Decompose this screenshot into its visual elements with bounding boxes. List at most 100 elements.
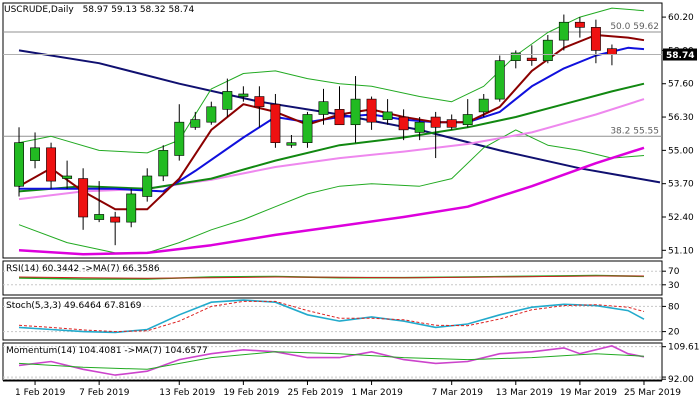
candle-body-25: [414, 121, 425, 133]
candle-body-4: [78, 178, 89, 218]
mom-title: Momentum(14) 104.4081 ->MA(7) 104.6577: [6, 346, 208, 356]
candle-28: [462, 99, 473, 128]
candle-4: [78, 168, 89, 230]
candle-13: [222, 78, 233, 118]
candle-body-33: [542, 39, 553, 61]
x-tick-label-0: 1 Feb 2019: [15, 388, 66, 398]
date-axis: 1 Feb 2019 7 Feb 2019 13 Feb 2019 19 Feb 20…: [3, 380, 681, 398]
candle-body-17: [286, 142, 297, 146]
candle-body-12: [206, 106, 217, 123]
momentum-pane: 109.6114 92.00 Momentum(14) 104.4081 ->MA(…: [2, 342, 700, 385]
rsi-title: RSI(14) 60.3442 ->MA(7) 66.3586: [6, 264, 160, 274]
chart-title: USCRUDE,Daily 58.97 59.13 58.32 58.74: [4, 5, 194, 15]
price-pane: 60.2058.9057.6056.3055.0053.7052.4051.10…: [2, 2, 697, 259]
x-tick-label-7: 13 Mar 2019: [496, 388, 553, 398]
stoch-y-tick-label-0: 80: [668, 302, 680, 312]
candle-body-27: [446, 119, 457, 128]
candle-body-19: [318, 101, 329, 115]
fib-label-1: 38.2 55.55: [610, 126, 659, 136]
candle-body-34: [558, 21, 569, 41]
candle-body-18: [302, 114, 313, 143]
candle-2: [46, 142, 57, 189]
candle-29: [478, 93, 489, 118]
candle-body-3: [62, 175, 73, 179]
last-price-tag-text: 58.74: [666, 51, 694, 61]
candle-body-26: [430, 116, 441, 128]
candle-body-29: [478, 98, 489, 113]
candle-25: [414, 117, 425, 141]
x-tick-label-9: 25 Mar 2019: [624, 388, 681, 398]
candle-12: [206, 101, 217, 125]
x-tick-label-8: 19 Mar 2019: [560, 388, 617, 398]
candle-17: [286, 134, 297, 148]
candle-31: [510, 50, 521, 69]
candle-1: [30, 132, 40, 169]
candle-30: [494, 55, 505, 102]
x-tick-label-3: 19 Feb 2019: [223, 388, 279, 398]
main-y-tick-label-2: 57.60: [668, 80, 694, 90]
candle-body-1: [30, 147, 40, 161]
candle-body-13: [222, 91, 233, 110]
candle-10: [174, 104, 185, 161]
candle-34: [558, 14, 569, 51]
x-tick-label-4: 25 Feb 2019: [287, 388, 343, 398]
rsi-pane: 70 30 RSI(14) 60.3442 ->MA(7) 66.3586: [2, 260, 680, 296]
candle-19: [318, 88, 329, 125]
main-y-tick-label-4: 55.00: [668, 146, 694, 156]
main-y-tick-label-7: 51.10: [668, 246, 694, 256]
mom-y-tick-label-2: 92.00: [668, 375, 694, 385]
candle-body-35: [574, 21, 585, 28]
candle-body-22: [366, 98, 377, 123]
candle-21: [350, 76, 361, 143]
candle-body-8: [142, 175, 153, 197]
stoch-title: Stoch(5,3,3) 49.6464 67.8169: [6, 301, 142, 311]
candle-body-14: [238, 93, 249, 97]
mom-series-1: [18, 351, 645, 370]
candle-body-21: [350, 98, 361, 126]
candle-body-36: [590, 27, 601, 51]
candle-body-30: [494, 60, 505, 100]
candle-body-20: [334, 109, 345, 126]
candle-body-37: [606, 48, 617, 55]
candle-body-9: [158, 150, 169, 177]
candle-0: [14, 127, 24, 197]
x-tick-label-1: 7 Feb 2019: [79, 388, 130, 398]
candle-body-5: [94, 214, 105, 220]
candle-36: [590, 19, 601, 64]
stoch-series-1: [18, 300, 645, 333]
candle-24: [398, 109, 409, 141]
candle-body-10: [174, 121, 185, 156]
stoch-pane-frame: [2, 297, 663, 341]
candle-body-32: [526, 57, 537, 61]
x-tick-label-2: 13 Feb 2019: [159, 388, 215, 398]
rsi-pane-frame: [2, 260, 663, 296]
candle-3: [62, 160, 73, 189]
candle-body-28: [462, 114, 473, 126]
candle-26: [430, 111, 441, 159]
candle-15: [254, 86, 265, 128]
overlay-line-5: [18, 82, 645, 193]
last-price-tag: [663, 48, 697, 61]
candle-27: [446, 114, 457, 130]
candle-7: [126, 188, 137, 228]
candle-16: [270, 93, 281, 148]
overlay-line-3: [18, 146, 645, 256]
candle-5: [94, 181, 105, 223]
candle-body-31: [510, 52, 521, 61]
candle-35: [574, 17, 585, 38]
main-y-tick-label-5: 53.70: [668, 180, 694, 190]
candle-22: [366, 96, 377, 130]
main-pane-frame: [2, 2, 663, 259]
candle-body-15: [254, 96, 265, 108]
x-tick-label-5: 1 Mar 2019: [352, 388, 404, 398]
candle-20: [334, 86, 345, 126]
overlay-line-1: [18, 7, 645, 154]
x-tick-label-6: 7 Mar 2019: [432, 388, 484, 398]
candle-body-7: [126, 193, 137, 223]
candle-body-16: [270, 103, 281, 143]
fib-label-0: 50.0 59.62: [610, 22, 659, 32]
candle-8: [142, 168, 153, 202]
candle-11: [190, 111, 201, 130]
candle-body-11: [190, 119, 201, 128]
candle-9: [158, 145, 169, 182]
